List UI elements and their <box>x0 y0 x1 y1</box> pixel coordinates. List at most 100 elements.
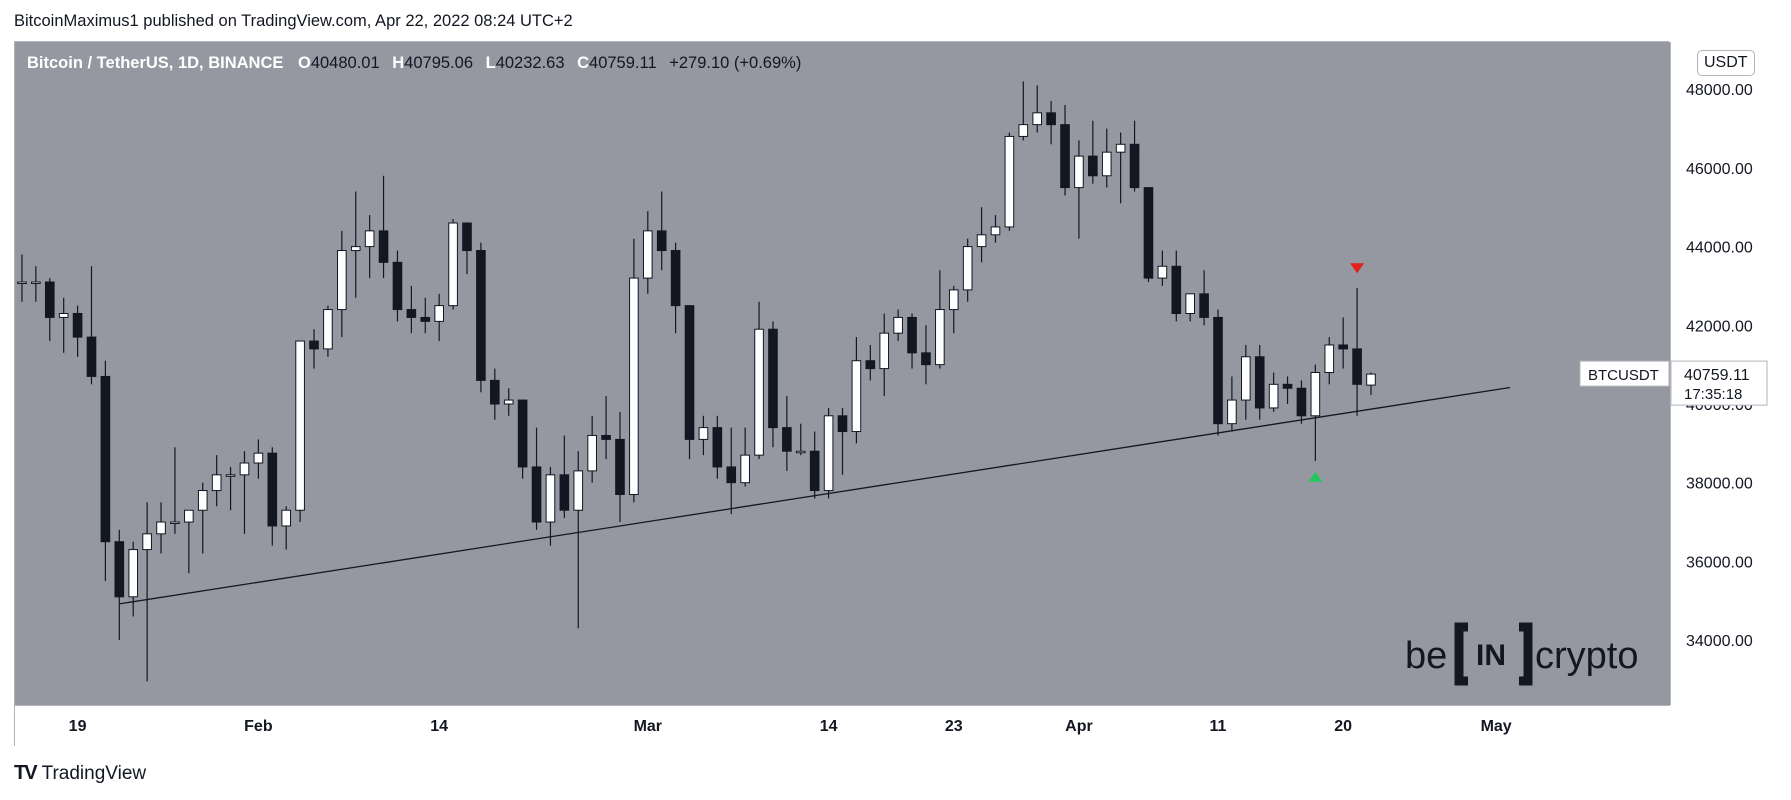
x-tick-label: 19 <box>69 718 87 735</box>
candle-body <box>587 434 597 472</box>
candle-body <box>44 281 55 318</box>
candle <box>559 435 570 519</box>
watermark-bracket-icon <box>1454 622 1533 686</box>
candle-body <box>893 316 903 334</box>
candle <box>615 411 625 523</box>
candle <box>489 368 500 420</box>
published-caption: BitcoinMaximus1 published on TradingView… <box>14 12 573 30</box>
candle-body <box>448 222 458 307</box>
candle <box>1366 372 1376 395</box>
candle-body <box>684 305 695 440</box>
tradingview-logo-icon: TV <box>14 762 38 784</box>
candle <box>142 502 152 682</box>
candle-body <box>1129 143 1140 189</box>
ohlc-legend: Bitcoin / TetherUS, 1D, BINANCE O40480.0… <box>27 54 801 73</box>
candle <box>935 270 945 369</box>
candle-body <box>420 316 431 322</box>
candle-body <box>323 309 333 350</box>
candle-body <box>239 462 250 476</box>
candle <box>782 396 792 471</box>
legend-symbol[interactable]: Bitcoin / TetherUS, 1D, BINANCE <box>27 54 284 72</box>
price-label-layer: BTCUSDT 40759.11 17:35:18 <box>1579 360 1768 406</box>
candle <box>545 466 556 546</box>
candle <box>364 215 375 279</box>
x-tick-label: Feb <box>244 718 273 735</box>
candle-body <box>1199 293 1209 318</box>
candle-body <box>1101 151 1112 177</box>
candle <box>434 293 444 342</box>
candle-body <box>364 230 375 248</box>
y-tick-label: 48000.00 <box>1686 82 1753 99</box>
candle-body <box>100 375 111 543</box>
candle <box>698 415 709 456</box>
footer-brand[interactable]: TV TradingView <box>14 762 146 785</box>
candle-body <box>337 250 347 311</box>
legend-h-label: H <box>392 54 405 72</box>
arrow-up-icon <box>1308 471 1323 482</box>
candle-body <box>754 328 764 456</box>
candle <box>531 427 542 530</box>
legend-close: 40759.11 <box>589 54 657 72</box>
candle-body <box>559 474 570 511</box>
candle-body <box>879 332 890 370</box>
y-tick-label: 44000.00 <box>1686 240 1753 257</box>
candle <box>823 407 834 499</box>
candle-body <box>615 438 625 495</box>
candle-body <box>1254 356 1265 409</box>
candle-body <box>350 246 361 252</box>
candle <box>406 285 417 334</box>
candle-body <box>642 230 653 279</box>
candle <box>962 238 973 302</box>
candle-body <box>1352 348 1362 385</box>
candle-body <box>281 509 292 527</box>
candle-body <box>434 305 444 322</box>
candle-body <box>712 427 723 468</box>
candle-body <box>17 281 27 285</box>
plot-area[interactable] <box>15 42 1670 705</box>
candle <box>670 242 681 334</box>
candle <box>448 219 458 310</box>
candle-body <box>1324 344 1335 374</box>
candle <box>1352 287 1362 416</box>
watermark-in: IN <box>1476 639 1506 672</box>
candle <box>712 415 723 479</box>
last-price-label: 40759.11 <box>1684 367 1750 384</box>
legend-open: 40480.01 <box>310 54 380 72</box>
currency-button[interactable]: USDT <box>1697 50 1755 76</box>
candle <box>1018 81 1029 141</box>
time-axis[interactable] <box>15 705 1670 746</box>
candle <box>225 466 236 511</box>
candle <box>1268 372 1279 412</box>
candle-body <box>114 541 125 598</box>
candle <box>1282 376 1293 404</box>
candle <box>1227 376 1237 432</box>
candle <box>1213 309 1223 436</box>
candle <box>754 301 764 460</box>
x-tick-label: 14 <box>430 718 448 735</box>
candle-body <box>1185 293 1196 314</box>
candle <box>1074 140 1084 239</box>
candle-body <box>851 360 862 433</box>
candle-body <box>1310 372 1321 417</box>
candle <box>44 278 55 342</box>
x-axis-labels: 19 Feb 14 Mar 14 23 Apr 11 20 May <box>69 718 1512 735</box>
watermark-be: be <box>1405 635 1447 677</box>
x-tick-label: Apr <box>1065 718 1093 735</box>
candle <box>656 191 667 271</box>
candle-body <box>1018 124 1029 137</box>
candle-body <box>1282 383 1293 389</box>
candle-body <box>378 230 389 263</box>
arrow-down-icon <box>1350 263 1365 274</box>
candle <box>476 242 486 393</box>
candle <box>1129 120 1140 192</box>
candle-body <box>795 450 806 454</box>
candle-body <box>726 466 737 484</box>
price-tag-box <box>1670 360 1768 406</box>
candle <box>601 396 611 460</box>
candle <box>1296 380 1307 424</box>
candle <box>378 175 389 279</box>
candle-body <box>1060 124 1070 189</box>
candle <box>58 297 69 353</box>
footer-brand-name: TradingView <box>41 762 147 784</box>
